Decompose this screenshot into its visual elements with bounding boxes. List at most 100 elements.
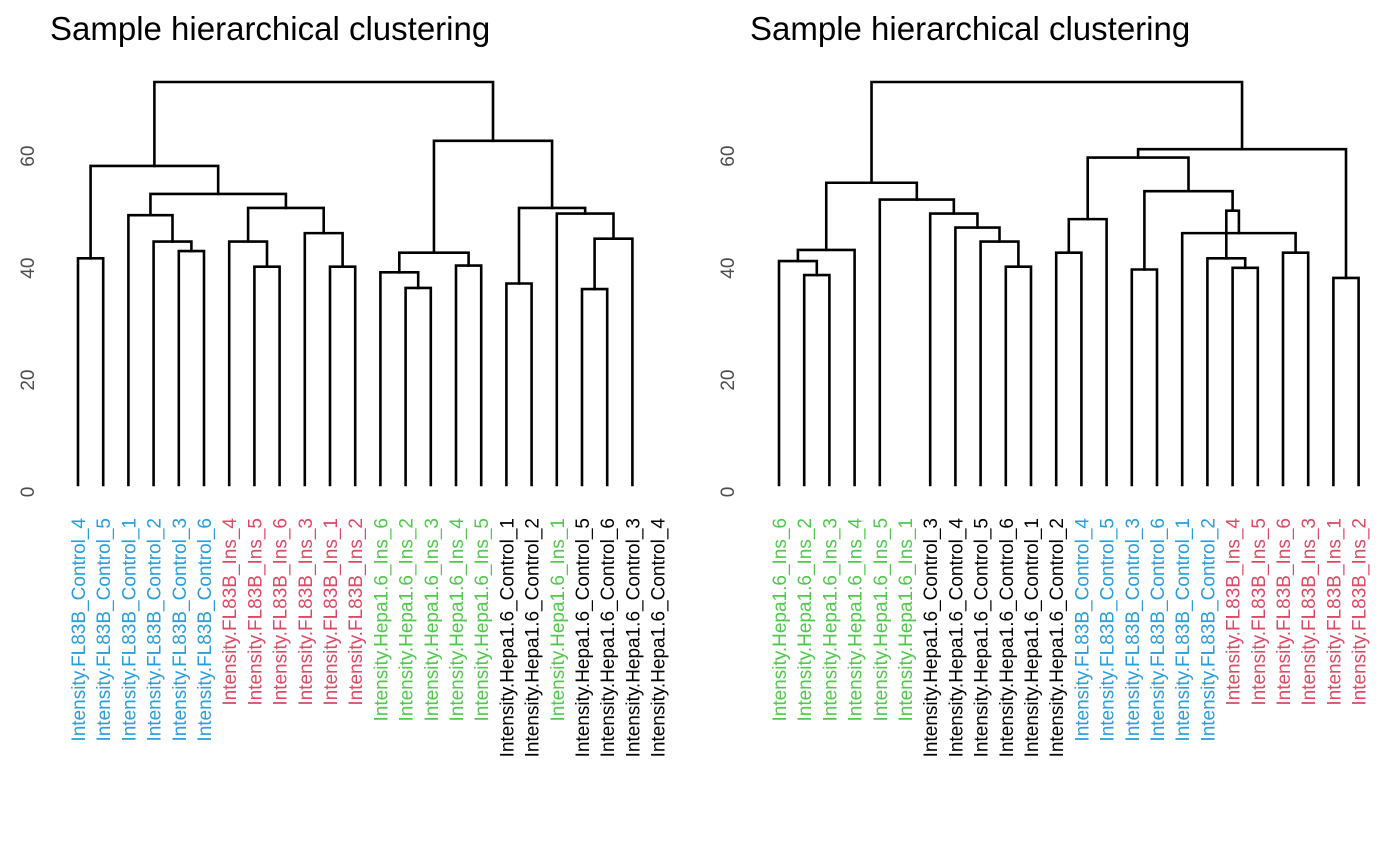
dendrogram-branch: [802, 273, 831, 487]
leaf-label: Intensity.Hepa1.6_Control_5: [573, 518, 594, 757]
leaf-label: Intensity.FL83B_Control_5: [1098, 518, 1119, 742]
y-tick-label: 40: [718, 258, 739, 279]
y-tick-label: 40: [18, 258, 39, 279]
dendrogram-branch: [303, 231, 344, 487]
leaf-label: Intensity.Hepa1.6_Ins_6: [371, 518, 392, 722]
leaf-label: Intensity.FL83B_Control_6: [195, 518, 216, 742]
dendrogram-branch: [580, 287, 609, 487]
dendrogram-branch: [1281, 251, 1310, 487]
leaf-label: Intensity.FL83B_Ins_6: [1274, 518, 1295, 706]
dendrogram-left: Sample hierarchical clustering 0 20 40 60 I…: [18, 10, 670, 758]
leaf-label: Intensity.Hepa1.6_Control_3: [921, 518, 942, 757]
leaf-labels: Intensity.Hepa1.6_Ins_6 Intensity.Hepa1.6…: [770, 518, 1371, 758]
dendrogram-branch: [328, 265, 357, 487]
dendrogram-branch: [555, 212, 615, 487]
dendrogram-panel-left: Sample hierarchical clustering 0 20 40 60 I…: [18, 10, 670, 758]
leaf-label: Intensity.Hepa1.6_Ins_3: [820, 518, 841, 722]
leaf-label: Intensity.Hepa1.6_Control_5: [972, 518, 993, 757]
leaf-label: Intensity.Hepa1.6_Control_4: [946, 518, 967, 758]
chart-title: Sample hierarchical clustering: [750, 10, 1190, 47]
dendrogram-branch: [1130, 268, 1159, 487]
leaf-label: Intensity.Hepa1.6_Control_6: [598, 518, 619, 757]
y-axis: 0 20 40 60: [18, 146, 39, 498]
leaf-label: Intensity.FL83B_Ins_6: [271, 518, 292, 706]
leaf-label: Intensity.Hepa1.6_Ins_1: [896, 518, 917, 722]
dendrogram-branch: [1225, 209, 1241, 260]
dendrogram-branch: [398, 251, 470, 274]
leaf-label: Intensity.FL83B_Control_6: [1148, 518, 1169, 742]
dendrogram-branch: [928, 212, 979, 487]
leaf-label: Intensity.Hepa1.6_Ins_6: [770, 518, 791, 722]
dendrogram-branch: [505, 282, 533, 487]
dendrogram-branch: [153, 80, 495, 168]
dendrogram-branch: [1231, 266, 1260, 487]
y-tick-label: 20: [18, 369, 39, 390]
leaf-label: Intensity.Hepa1.6_Control_2: [1047, 518, 1068, 757]
leaf-label: Intensity.FL83B_Ins_2: [1350, 518, 1371, 706]
leaf-label: Intensity.Hepa1.6_Control_1: [497, 518, 518, 757]
dendrogram-branch: [454, 264, 483, 487]
dendrogram-branch: [1332, 276, 1360, 487]
leaf-label: Intensity.FL83B_Ins_1: [321, 518, 342, 706]
leaf-label: Intensity.FL83B_Ins_3: [296, 518, 317, 706]
leaf-label: Intensity.Hepa1.6_Ins_4: [846, 518, 867, 722]
leaf-label: Intensity.Hepa1.6_Ins_5: [871, 518, 892, 722]
y-tick-label: 60: [18, 146, 39, 167]
leaf-label: Intensity.FL83B_Control_4: [69, 518, 90, 742]
dendrogram-branch: [593, 237, 634, 487]
dendrogram-branch: [227, 240, 269, 487]
leaf-label: Intensity.FL83B_Control_2: [145, 518, 166, 742]
leaf-label: Intensity.Hepa1.6_Ins_2: [397, 518, 418, 722]
dendrogram-branch: [1086, 156, 1190, 221]
leaf-label: Intensity.Hepa1.6_Control_2: [523, 518, 544, 757]
leaf-label: Intensity.Hepa1.6_Ins_2: [795, 518, 816, 722]
leaf-label: Intensity.FL83B_Control_2: [1198, 518, 1219, 742]
leaf-label: Intensity.Hepa1.6_Control_3: [623, 518, 644, 757]
leaf-label: Intensity.FL83B_Ins_4: [220, 518, 241, 706]
leaf-label: Intensity.FL83B_Ins_5: [245, 518, 266, 706]
leaf-label: Intensity.Hepa1.6_Ins_1: [548, 518, 569, 722]
leaf-label: Intensity.FL83B_Control_3: [170, 518, 191, 742]
dendrogram-branch: [824, 181, 919, 252]
dendrogram-panel-right: Sample hierarchical clustering 0 20 40 60 I…: [700, 0, 1400, 865]
dendrogram-branch: [777, 259, 819, 487]
leaf-label: Intensity.FL83B_Ins_4: [1224, 518, 1245, 706]
y-axis: 0 20 40 60: [718, 146, 739, 498]
dendrogram-right: Sample hierarchical clustering 0 20 40 60 I…: [718, 10, 1371, 758]
dendrogram-branch: [954, 226, 1001, 487]
leaf-label: Intensity.Hepa1.6_Ins_5: [472, 518, 493, 722]
leaf-label: Intensity.Hepa1.6_Ins_3: [422, 518, 443, 722]
dendrogram-branch: [76, 257, 105, 487]
dendrogram-branch: [404, 286, 433, 487]
dendrogram-branch: [1054, 251, 1083, 487]
dendrogram-branch: [1180, 231, 1297, 487]
leaf-label: Intensity.Hepa1.6_Control_6: [997, 518, 1018, 757]
y-tick-label: 0: [718, 487, 739, 498]
leaf-label: Intensity.Hepa1.6_Control_1: [1022, 518, 1043, 757]
dendrogram-branch: [379, 271, 420, 487]
dendrogram-branch: [979, 240, 1020, 487]
leaf-label: Intensity.Hepa1.6_Ins_4: [447, 518, 468, 722]
dendrogram-branch: [152, 240, 193, 487]
dendrogram-branch: [127, 213, 174, 487]
leaf-label: Intensity.FL83B_Ins_1: [1324, 518, 1345, 706]
leaf-labels: Intensity.FL83B_Control_4 Intensity.FL83B…: [69, 518, 670, 758]
y-tick-label: 0: [18, 487, 39, 498]
dendrogram-branch: [1067, 217, 1108, 487]
dendrogram-branch: [1004, 265, 1033, 487]
dendrogram-branch: [177, 249, 206, 487]
dendrogram-branch: [1206, 257, 1247, 487]
dendrogram-branch: [796, 248, 856, 487]
dendrogram-branch: [253, 265, 281, 487]
y-tick-label: 20: [718, 369, 739, 390]
dendrogram-branch: [432, 139, 554, 255]
dendrogram-branch: [246, 206, 325, 243]
leaf-label: Intensity.FL83B_Control_1: [1173, 518, 1194, 742]
leaf-label: Intensity.FL83B_Ins_5: [1249, 518, 1270, 706]
leaf-label: Intensity.FL83B_Control_4: [1072, 518, 1093, 742]
dendrogram-branch: [517, 206, 587, 285]
leaf-label: Intensity.FL83B_Control_1: [119, 518, 140, 742]
dendrogram-branches: [76, 80, 634, 487]
leaf-label: Intensity.FL83B_Control_3: [1123, 518, 1144, 742]
dendrogram-branch: [870, 80, 1244, 185]
